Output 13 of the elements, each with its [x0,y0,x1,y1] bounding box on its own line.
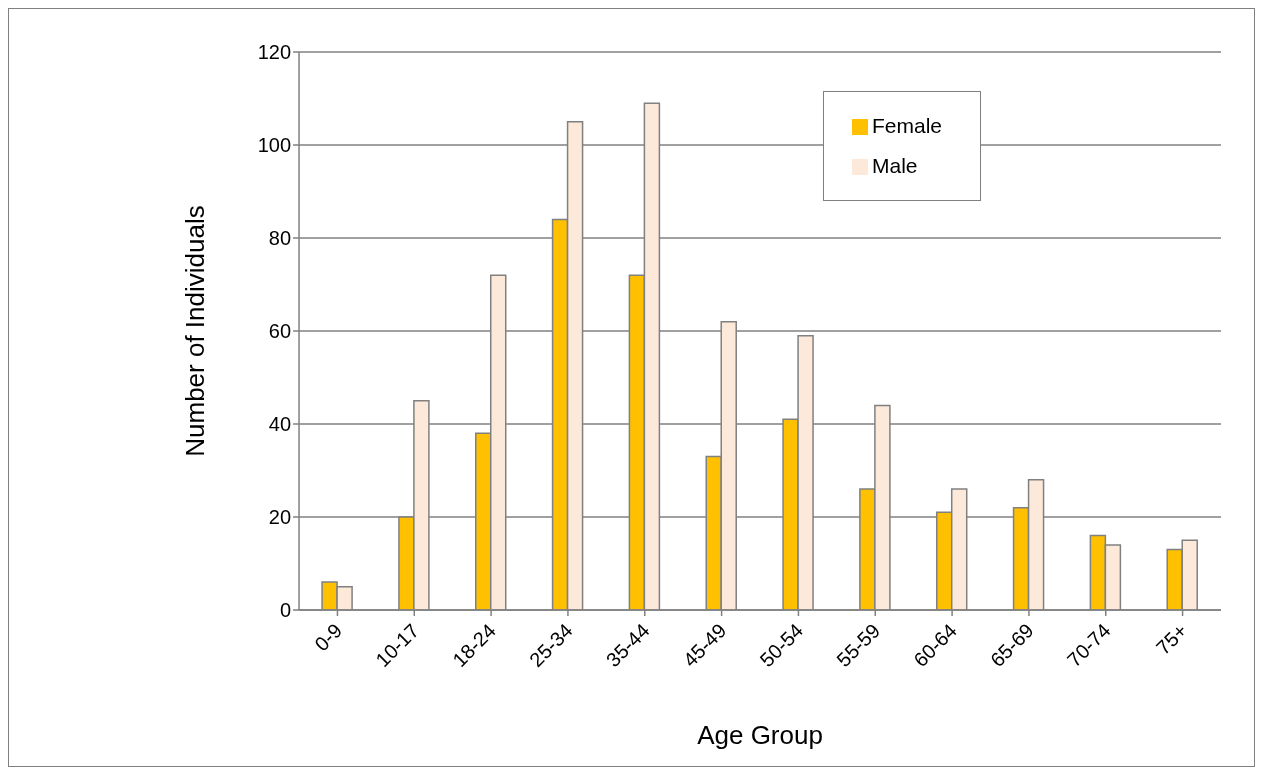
legend-label: Female [872,114,943,137]
y-tick-label: 40 [268,413,292,436]
x-tick-label: 75+ [1151,619,1192,659]
x-tick-label: 0-9 [310,619,347,656]
y-tick-label: 100 [257,134,292,157]
y-tick-label: 80 [268,227,292,250]
legend-label: Male [872,154,918,177]
y-tick-label: 120 [257,41,292,64]
y-tick-label: 0 [279,599,292,622]
y-tick-label: 20 [268,506,292,529]
y-tick-label: 60 [268,320,292,343]
y-axis-title: Number of Individuals [180,205,211,457]
x-axis-title: Age Group [697,720,823,750]
